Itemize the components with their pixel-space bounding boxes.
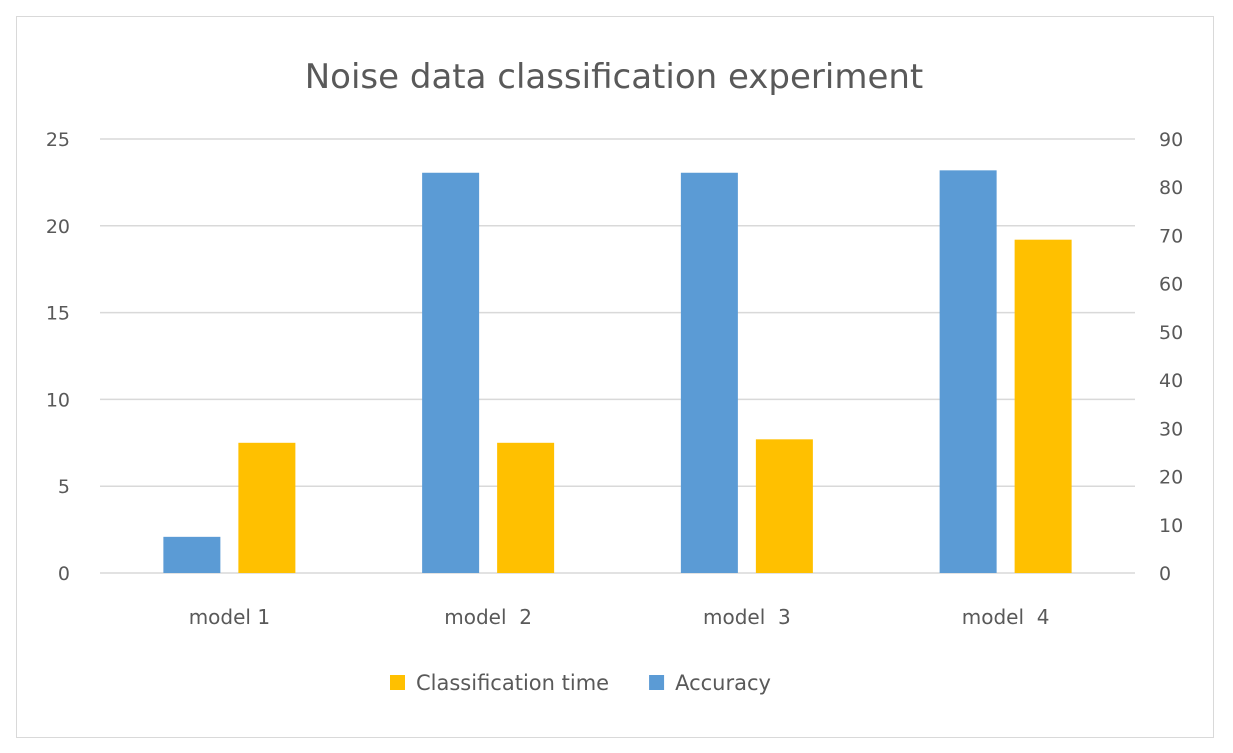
legend-swatch [390,675,405,690]
right-tick-label: 30 [1159,418,1183,440]
legend-label: Classification time [416,671,609,695]
category-label: model 1 [189,605,270,629]
right-tick-label: 0 [1159,563,1171,585]
bar-accuracy [939,170,997,573]
bar-classification-time [497,442,555,573]
legend-label: Accuracy [675,671,771,695]
left-axis: 0 5 10 15 20 25 [46,129,70,585]
category-label: model 2 [444,605,532,629]
left-tick-label: 10 [46,389,70,411]
right-tick-label: 60 [1159,274,1183,296]
category-labels: model 1 model 2 model 3 model 4 [189,605,1050,629]
chart-title: Noise data classification experiment [305,57,924,97]
bar-classification-time [1014,239,1072,574]
legend: Classification time Accuracy [390,671,771,695]
category-label: model 4 [962,605,1050,629]
left-tick-label: 25 [46,129,70,151]
left-tick-label: 5 [58,476,70,498]
left-tick-label: 0 [58,563,70,585]
left-tick-label: 15 [46,303,70,325]
right-tick-label: 80 [1159,177,1183,199]
right-tick-label: 40 [1159,370,1183,392]
right-tick-label: 50 [1159,322,1183,344]
chart-frame [16,16,1214,738]
bar-accuracy [163,536,221,573]
legend-swatch [649,675,665,690]
bar-accuracy [680,172,738,573]
right-tick-label: 20 [1159,467,1183,489]
left-tick-label: 20 [46,216,70,238]
right-tick-label: 10 [1159,515,1183,537]
bar-classification-time [755,439,813,573]
bar-classification-time [238,442,296,573]
bar-accuracy [422,172,480,573]
category-label: model 3 [703,605,791,629]
bars [163,170,1072,574]
right-tick-label: 70 [1159,225,1183,247]
right-axis: 0 10 20 30 40 50 60 70 80 90 [1159,129,1183,585]
right-tick-label: 90 [1159,129,1183,151]
